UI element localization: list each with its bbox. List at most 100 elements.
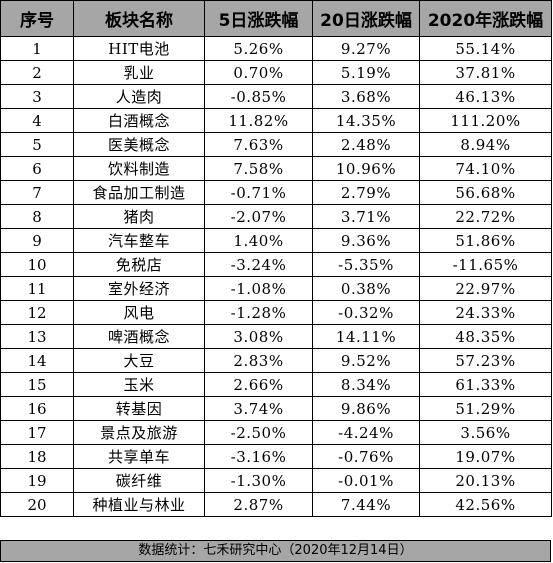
table-row: 10 免税店 -3.24% -5.35% -11.65% [0, 252, 552, 277]
cell-5day-change: 1.40% [204, 228, 313, 253]
cell-20day-change: -4.24% [312, 420, 420, 445]
cell-20day-change: 8.34% [312, 372, 420, 397]
cell-sector-name: 风电 [73, 300, 205, 325]
table-row: 16 转基因 3.74% 9.86% 51.29% [0, 396, 552, 421]
table-row: 20 种植业与林业 2.87% 7.44% 42.56% [0, 492, 552, 517]
header-5day-change: 5日涨跌幅 [204, 0, 313, 37]
cell-5day-change: 3.74% [204, 396, 313, 421]
table-row: 3 人造肉 -0.85% 3.68% 46.13% [0, 84, 552, 109]
cell-sector-name: 玉米 [73, 372, 205, 397]
cell-20day-change: 14.35% [312, 108, 420, 133]
cell-20day-change: 3.71% [312, 204, 420, 229]
cell-20day-change: 3.68% [312, 84, 420, 109]
cell-2020-change: 46.13% [419, 84, 552, 109]
cell-index: 14 [0, 348, 74, 373]
cell-2020-change: 3.56% [419, 420, 552, 445]
cell-2020-change: 61.33% [419, 372, 552, 397]
cell-2020-change: 57.23% [419, 348, 552, 373]
table-row: 19 碳纤维 -1.30% -0.01% 20.13% [0, 468, 552, 493]
table-row: 6 饮料制造 7.58% 10.96% 74.10% [0, 156, 552, 181]
header-2020-change: 2020年涨跌幅 [419, 0, 552, 37]
cell-5day-change: -3.16% [204, 444, 313, 469]
cell-5day-change: -3.24% [204, 252, 313, 277]
table-row: 2 乳业 0.70% 5.19% 37.81% [0, 60, 552, 85]
table-row: 17 景点及旅游 -2.50% -4.24% 3.56% [0, 420, 552, 445]
table-row: 13 啤酒概念 3.08% 14.11% 48.35% [0, 324, 552, 349]
cell-20day-change: 9.52% [312, 348, 420, 373]
cell-5day-change: 7.58% [204, 156, 313, 181]
cell-index: 12 [0, 300, 74, 325]
cell-sector-name: 医美概念 [73, 132, 205, 157]
cell-2020-change: 51.29% [419, 396, 552, 421]
cell-5day-change: 0.70% [204, 60, 313, 85]
cell-2020-change: -11.65% [419, 252, 552, 277]
cell-5day-change: -1.28% [204, 300, 313, 325]
cell-index: 9 [0, 228, 74, 253]
sector-performance-table: 序号 板块名称 5日涨跌幅 20日涨跌幅 2020年涨跌幅 1 HIT电池 5.26… [0, 0, 552, 517]
cell-index: 18 [0, 444, 74, 469]
header-index: 序号 [0, 0, 74, 37]
cell-20day-change: -0.32% [312, 300, 420, 325]
cell-5day-change: 11.82% [204, 108, 313, 133]
cell-2020-change: 24.33% [419, 300, 552, 325]
cell-2020-change: 48.35% [419, 324, 552, 349]
cell-5day-change: -2.50% [204, 420, 313, 445]
cell-2020-change: 37.81% [419, 60, 552, 85]
cell-index: 5 [0, 132, 74, 157]
cell-20day-change: 2.48% [312, 132, 420, 157]
cell-5day-change: 2.87% [204, 492, 313, 517]
cell-sector-name: 转基因 [73, 396, 205, 421]
cell-index: 16 [0, 396, 74, 421]
cell-index: 4 [0, 108, 74, 133]
cell-sector-name: 室外经济 [73, 276, 205, 301]
cell-index: 11 [0, 276, 74, 301]
cell-2020-change: 51.86% [419, 228, 552, 253]
cell-5day-change: 2.83% [204, 348, 313, 373]
cell-20day-change: 5.19% [312, 60, 420, 85]
cell-sector-name: 免税店 [73, 252, 205, 277]
cell-sector-name: 共享单车 [73, 444, 205, 469]
cell-sector-name: 景点及旅游 [73, 420, 205, 445]
data-source-note: 数据统计：七禾研究中心（2020年12月14日） [0, 540, 551, 562]
cell-5day-change: -0.85% [204, 84, 313, 109]
cell-index: 10 [0, 252, 74, 277]
table-row: 15 玉米 2.66% 8.34% 61.33% [0, 372, 552, 397]
cell-index: 3 [0, 84, 74, 109]
cell-20day-change: 0.38% [312, 276, 420, 301]
cell-2020-change: 22.97% [419, 276, 552, 301]
cell-5day-change: 2.66% [204, 372, 313, 397]
cell-index: 13 [0, 324, 74, 349]
cell-20day-change: 2.79% [312, 180, 420, 205]
cell-5day-change: -1.30% [204, 468, 313, 493]
cell-20day-change: 9.86% [312, 396, 420, 421]
cell-sector-name: 啤酒概念 [73, 324, 205, 349]
header-row: 序号 板块名称 5日涨跌幅 20日涨跌幅 2020年涨跌幅 [0, 0, 552, 37]
cell-sector-name: 汽车整车 [73, 228, 205, 253]
table-row: 11 室外经济 -1.08% 0.38% 22.97% [0, 276, 552, 301]
cell-2020-change: 42.56% [419, 492, 552, 517]
cell-index: 19 [0, 468, 74, 493]
cell-2020-change: 111.20% [419, 108, 552, 133]
cell-2020-change: 20.13% [419, 468, 552, 493]
header-sector-name: 板块名称 [73, 0, 205, 37]
cell-sector-name: 饮料制造 [73, 156, 205, 181]
cell-20day-change: 9.27% [312, 36, 420, 61]
cell-index: 2 [0, 60, 74, 85]
cell-index: 8 [0, 204, 74, 229]
cell-5day-change: 5.26% [204, 36, 313, 61]
cell-sector-name: 白酒概念 [73, 108, 205, 133]
cell-index: 20 [0, 492, 74, 517]
cell-20day-change: -0.01% [312, 468, 420, 493]
table-row: 9 汽车整车 1.40% 9.36% 51.86% [0, 228, 552, 253]
cell-20day-change: -5.35% [312, 252, 420, 277]
cell-20day-change: -0.76% [312, 444, 420, 469]
table-row: 18 共享单车 -3.16% -0.76% 19.07% [0, 444, 552, 469]
cell-index: 17 [0, 420, 74, 445]
table-row: 1 HIT电池 5.26% 9.27% 55.14% [0, 36, 552, 61]
table-row: 4 白酒概念 11.82% 14.35% 111.20% [0, 108, 552, 133]
cell-2020-change: 56.68% [419, 180, 552, 205]
cell-20day-change: 9.36% [312, 228, 420, 253]
cell-sector-name: 碳纤维 [73, 468, 205, 493]
cell-20day-change: 14.11% [312, 324, 420, 349]
cell-2020-change: 19.07% [419, 444, 552, 469]
